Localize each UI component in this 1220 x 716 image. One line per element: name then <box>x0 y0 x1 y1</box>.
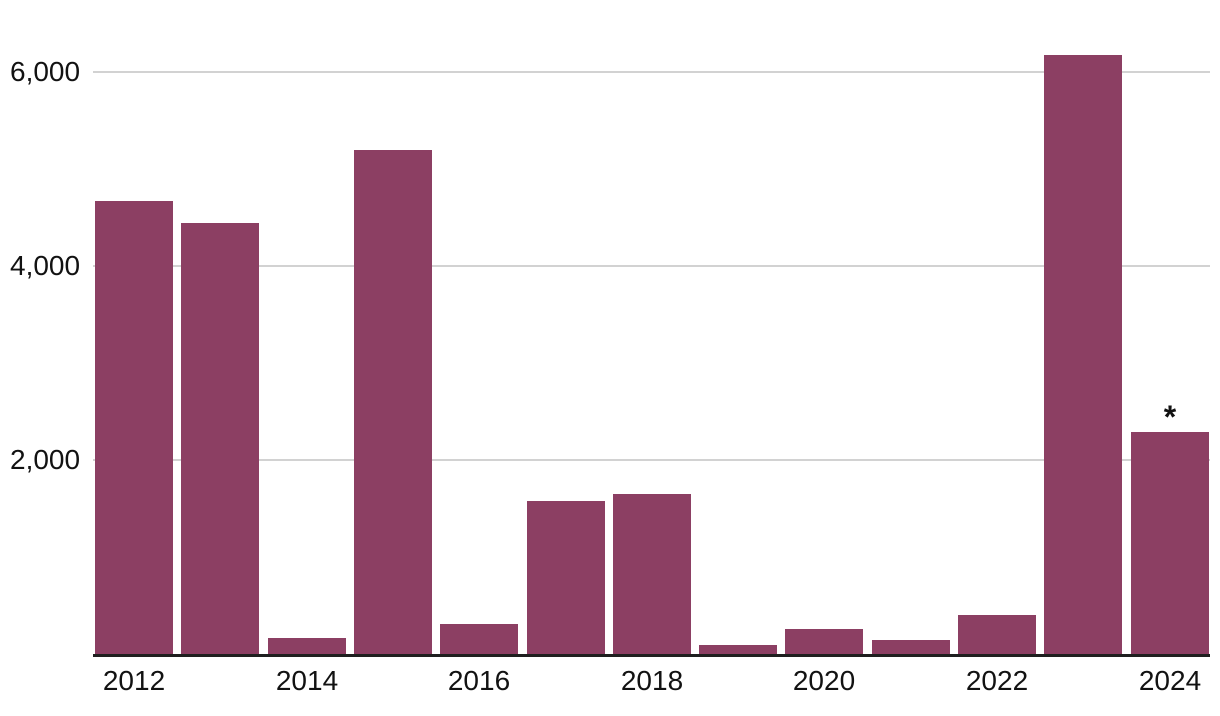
bar-2014 <box>268 638 346 654</box>
bar-2020 <box>785 629 863 654</box>
bar-2022 <box>958 615 1036 654</box>
y-tick-label-4000: 4,000 <box>10 250 81 281</box>
bar-2021 <box>872 640 950 654</box>
x-tick-label-2024: 2024 <box>1138 665 1202 696</box>
footnote-asterisk: * <box>1163 399 1177 435</box>
y-tick-label-2000: 2,000 <box>10 444 81 475</box>
bar-2018 <box>613 494 691 654</box>
gridline-6000 <box>93 71 1210 73</box>
y-tick-label-6000: 6,000 <box>10 56 81 87</box>
gridline-2000 <box>93 459 1210 461</box>
bar-2013 <box>181 223 259 654</box>
bar-2023 <box>1044 55 1122 654</box>
gridline-4000 <box>93 265 1210 267</box>
plot-area: * <box>93 0 1210 657</box>
x-tick-label-2014: 2014 <box>275 665 339 696</box>
bar-2015 <box>354 150 432 654</box>
x-tick-label-2016: 2016 <box>447 665 511 696</box>
x-tick-label-2020: 2020 <box>792 665 856 696</box>
x-tick-label-2018: 2018 <box>620 665 684 696</box>
x-tick-label-2012: 2012 <box>102 665 166 696</box>
bar-2017 <box>527 501 605 654</box>
bar-2024 <box>1131 432 1209 654</box>
bar-2019 <box>699 645 777 654</box>
bar-2012 <box>95 201 173 654</box>
bar-2016 <box>440 624 518 654</box>
x-tick-label-2022: 2022 <box>965 665 1029 696</box>
